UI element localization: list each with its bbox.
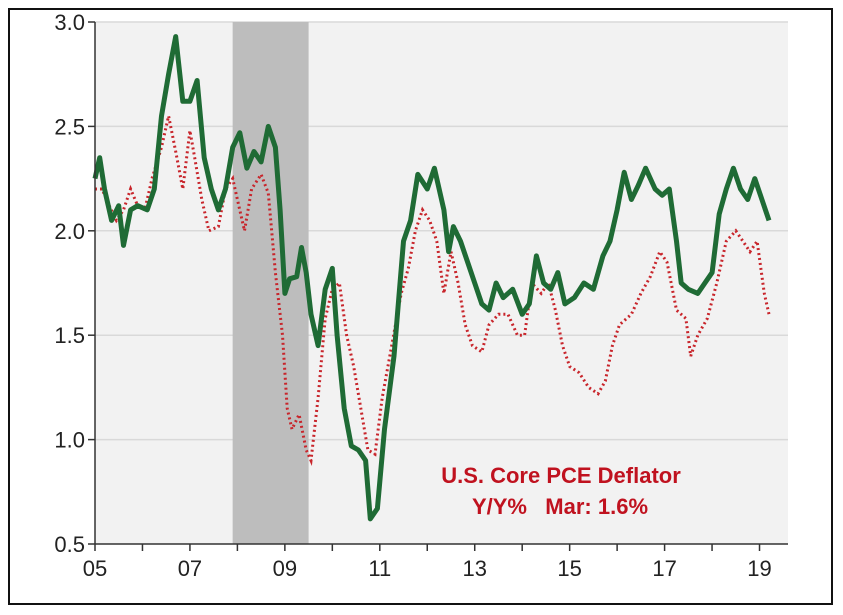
- x-tick-label-4: 13: [462, 556, 486, 581]
- y-tick-label-4: 2.5: [54, 114, 85, 139]
- axes: [88, 21, 788, 551]
- annotation-line-1: U.S. Core PCE Deflator: [441, 463, 681, 488]
- x-tick-label-7: 19: [747, 556, 771, 581]
- x-tick-label-3: 11: [368, 556, 391, 581]
- x-tick-label-1: 07: [178, 556, 202, 581]
- series-layer: [92, 34, 772, 522]
- x-tick-label-5: 15: [557, 556, 581, 581]
- y-tick-label-2: 1.5: [54, 323, 85, 348]
- gridlines: [95, 21, 788, 441]
- recession-band: [232, 22, 309, 544]
- y-tick-label-3: 2.0: [54, 219, 85, 244]
- series-solid-line: [92, 34, 772, 522]
- series-dotted-line: [95, 115, 771, 467]
- x-tick-label-2: 09: [273, 556, 297, 581]
- annotation-line-2: Y/Y% Mar: 1.6%: [472, 494, 648, 519]
- y-tick-label-1: 1.0: [54, 428, 85, 453]
- x-tick-label-0: 05: [83, 556, 107, 581]
- y-tick-label-5: 3.0: [54, 10, 85, 35]
- plot-area: [95, 22, 788, 544]
- y-tick-label-0: 0.5: [54, 532, 85, 557]
- x-tick-label-6: 17: [652, 556, 676, 581]
- x-tick-labels: 05 07 09 11 13 15 17 19: [83, 556, 772, 581]
- y-tick-labels: 0.5 1.0 1.5 2.0 2.5 3.0: [54, 10, 85, 557]
